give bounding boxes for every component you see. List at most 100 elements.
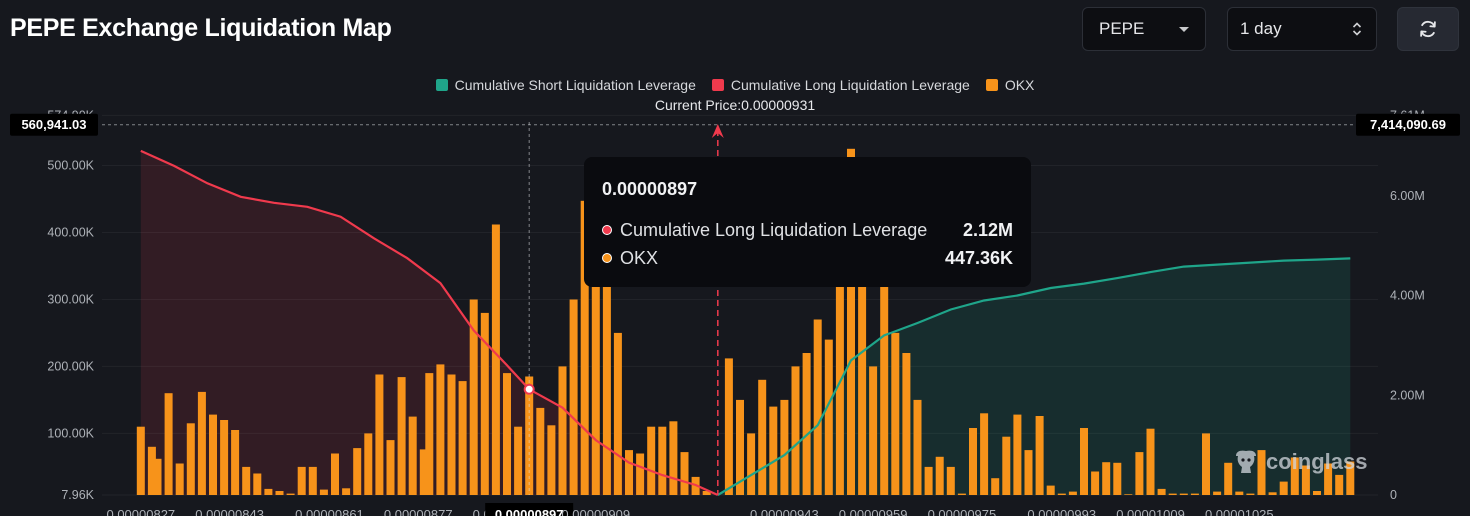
okx-bar	[503, 373, 511, 495]
okx-bar	[264, 488, 273, 495]
okx-bar	[1057, 493, 1066, 495]
okx-bar	[1301, 465, 1310, 495]
okx-bar	[1146, 428, 1155, 495]
okx-bar	[1224, 462, 1233, 495]
okx-bar	[658, 426, 667, 495]
chart-legend: Cumulative Short Liquidation Leverage Cu…	[0, 77, 1470, 93]
okx-bar	[847, 148, 855, 496]
coin-select[interactable]: PEPE	[1082, 7, 1206, 51]
legend-item-long[interactable]: Cumulative Long Liquidation Leverage	[711, 77, 970, 93]
x-axis-tick: 0.00000909	[561, 507, 630, 516]
okx-bar	[1002, 436, 1011, 495]
okx-bar	[613, 332, 622, 495]
okx-bar	[957, 493, 966, 495]
right-axis-tick: 2.00M	[1390, 388, 1425, 402]
okx-bar	[636, 453, 645, 495]
okx-bar	[164, 393, 173, 495]
refresh-icon	[1420, 20, 1436, 38]
okx-bar	[491, 224, 500, 495]
timeframe-select-value: 1 day	[1240, 19, 1282, 38]
okx-bar	[913, 399, 922, 495]
okx-bar	[813, 319, 822, 495]
okx-bar	[1168, 493, 1177, 495]
left-axis-tick: 100.00K	[47, 426, 94, 440]
crosshair-right-label-bg	[1356, 113, 1460, 136]
okx-bar	[447, 374, 456, 495]
short-leverage-line	[717, 257, 1351, 496]
left-axis-tick: 7.96K	[61, 488, 94, 502]
okx-bar	[353, 448, 362, 495]
okx-bar	[1246, 493, 1255, 495]
crosshair-right-label: 7,414,090.69	[1370, 117, 1446, 132]
okx-bar	[231, 430, 240, 495]
okx-bar	[802, 353, 811, 495]
legend-label-long: Cumulative Long Liquidation Leverage	[730, 77, 970, 93]
okx-bar	[558, 366, 567, 495]
okx-bar	[242, 466, 251, 495]
okx-bar	[1268, 492, 1277, 495]
x-axis-tick: 0.00000993	[1027, 507, 1096, 516]
okx-bar	[669, 421, 678, 495]
okx-bar	[319, 489, 328, 495]
legend-item-short[interactable]: Cumulative Short Liquidation Leverage	[435, 77, 696, 93]
tooltip-label-long: Cumulative Long Liquidation Leverage	[620, 219, 928, 240]
timeframe-select[interactable]: 1 day	[1227, 7, 1377, 51]
legend-label-short: Cumulative Short Liquidation Leverage	[454, 77, 696, 93]
okx-bar	[1290, 457, 1299, 495]
x-axis-tick: 0.00001025	[1205, 507, 1274, 516]
okx-bar	[969, 428, 977, 495]
okx-bar	[991, 478, 1000, 495]
tooltip-price: 0.00000897	[602, 179, 698, 199]
okx-bar	[1124, 494, 1133, 495]
tooltip-row-okx: OKX 447.36K	[602, 244, 1013, 272]
okx-bar	[253, 473, 262, 495]
legend-label-okx: OKX	[1004, 77, 1035, 93]
tooltip-dot-okx	[602, 253, 612, 263]
x-axis-tick: 0.00000959	[839, 507, 908, 516]
legend-swatch-short	[435, 79, 448, 91]
left-axis-tick: 500.00K	[47, 159, 94, 173]
okx-bar	[1157, 488, 1166, 495]
chart-tooltip: 0.00000897 Cumulative Long Liquidation L…	[584, 157, 1031, 287]
okx-bar	[458, 381, 467, 495]
okx-bar	[580, 200, 589, 496]
okx-bar	[1102, 462, 1111, 495]
tooltip-row-long: Cumulative Long Liquidation Leverage 2.1…	[602, 216, 1013, 244]
okx-bar	[1279, 481, 1288, 495]
current-price-label: Current Price:0.00000931	[654, 97, 816, 113]
okx-bar	[1324, 463, 1333, 495]
okx-bar	[1313, 491, 1321, 495]
x-axis-tick: 0.00000843	[195, 507, 264, 516]
current-price-arrow	[711, 124, 724, 138]
okx-bar	[569, 299, 578, 495]
okx-bar	[342, 488, 351, 495]
okx-bar	[902, 353, 911, 495]
long-leverage-area	[140, 150, 718, 495]
legend-swatch-long	[711, 79, 724, 91]
okx-bar	[835, 255, 844, 495]
left-axis-tick: 300.00K	[47, 292, 94, 306]
okx-bar	[1346, 461, 1355, 495]
crosshair-left-label-bg	[10, 113, 98, 136]
okx-bar	[425, 373, 434, 495]
tooltip-value-long: 2.12M	[962, 219, 1013, 240]
x-axis-tick: 0.00000897	[495, 507, 564, 516]
okx-bar	[136, 426, 145, 495]
legend-item-okx[interactable]: OKX	[985, 77, 1035, 93]
okx-bar	[924, 466, 933, 495]
okx-bar	[1257, 450, 1266, 495]
stepper-icon	[1352, 22, 1362, 36]
okx-bar	[514, 426, 523, 495]
okx-bar	[1068, 491, 1077, 495]
okx-bar	[175, 463, 184, 495]
right-axis-tick: 0	[1390, 488, 1397, 502]
left-axis-tick: 400.00K	[47, 226, 94, 240]
right-axis-tick: 4.00M	[1390, 289, 1425, 303]
okx-bar	[780, 399, 789, 495]
okx-bar	[275, 491, 284, 495]
okx-bar	[308, 466, 317, 495]
okx-bar	[547, 425, 556, 495]
okx-bar	[536, 407, 545, 495]
refresh-button[interactable]	[1397, 7, 1459, 51]
